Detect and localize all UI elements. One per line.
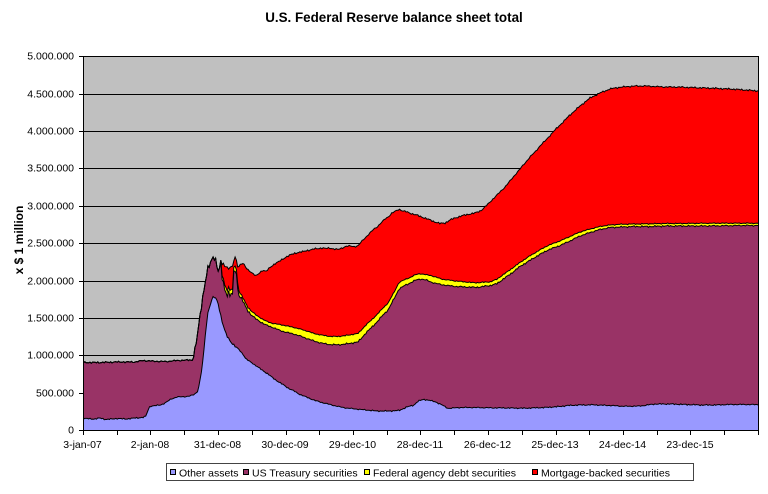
svg-text:1.500.000: 1.500.000 bbox=[27, 313, 74, 325]
svg-text:3.000.000: 3.000.000 bbox=[27, 201, 74, 213]
svg-text:2-jan-08: 2-jan-08 bbox=[131, 439, 170, 451]
svg-text:U.S. Federal Reserve balance s: U.S. Federal Reserve balance sheet total bbox=[265, 10, 523, 25]
svg-text:Federal agency debt securities: Federal agency debt securities bbox=[373, 468, 516, 480]
svg-text:1.000.000: 1.000.000 bbox=[27, 350, 74, 362]
svg-text:3-jan-07: 3-jan-07 bbox=[63, 439, 102, 451]
svg-text:2.000.000: 2.000.000 bbox=[27, 276, 74, 288]
svg-text:23-dec-15: 23-dec-15 bbox=[666, 439, 713, 451]
svg-text:Other assets: Other assets bbox=[179, 468, 239, 480]
svg-text:28-dec-11: 28-dec-11 bbox=[397, 439, 444, 451]
svg-text:0: 0 bbox=[68, 425, 74, 437]
svg-text:24-dec-14: 24-dec-14 bbox=[599, 439, 646, 451]
svg-text:25-dec-13: 25-dec-13 bbox=[531, 439, 578, 451]
svg-text:x $ 1 million: x $ 1 million bbox=[12, 206, 26, 275]
svg-text:Mortgage-backed securities: Mortgage-backed securities bbox=[541, 468, 670, 480]
svg-text:31-dec-08: 31-dec-08 bbox=[194, 439, 241, 451]
svg-text:4.500.000: 4.500.000 bbox=[27, 89, 74, 101]
svg-text:3.500.000: 3.500.000 bbox=[27, 163, 74, 175]
svg-text:4.000.000: 4.000.000 bbox=[27, 126, 74, 138]
svg-text:29-dec-10: 29-dec-10 bbox=[329, 439, 376, 451]
svg-text:5.000.000: 5.000.000 bbox=[27, 51, 74, 63]
svg-text:2.500.000: 2.500.000 bbox=[27, 238, 74, 250]
svg-text:26-dec-12: 26-dec-12 bbox=[464, 439, 511, 451]
svg-text:US Treasury securities: US Treasury securities bbox=[252, 468, 358, 480]
svg-text:500.000: 500.000 bbox=[36, 388, 74, 400]
svg-text:30-dec-09: 30-dec-09 bbox=[261, 439, 308, 451]
